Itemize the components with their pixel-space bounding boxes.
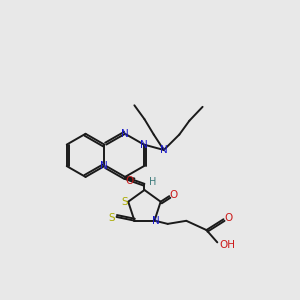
- Text: H: H: [148, 176, 156, 187]
- Text: O: O: [126, 176, 134, 186]
- Text: N: N: [121, 129, 129, 139]
- Text: O: O: [170, 190, 178, 200]
- Text: S: S: [122, 197, 128, 207]
- Text: O: O: [224, 213, 232, 223]
- Text: N: N: [160, 145, 168, 155]
- Text: OH: OH: [220, 240, 236, 250]
- Text: N: N: [100, 161, 108, 171]
- Text: S: S: [109, 214, 115, 224]
- Text: N: N: [140, 140, 148, 150]
- Text: N: N: [152, 216, 160, 226]
